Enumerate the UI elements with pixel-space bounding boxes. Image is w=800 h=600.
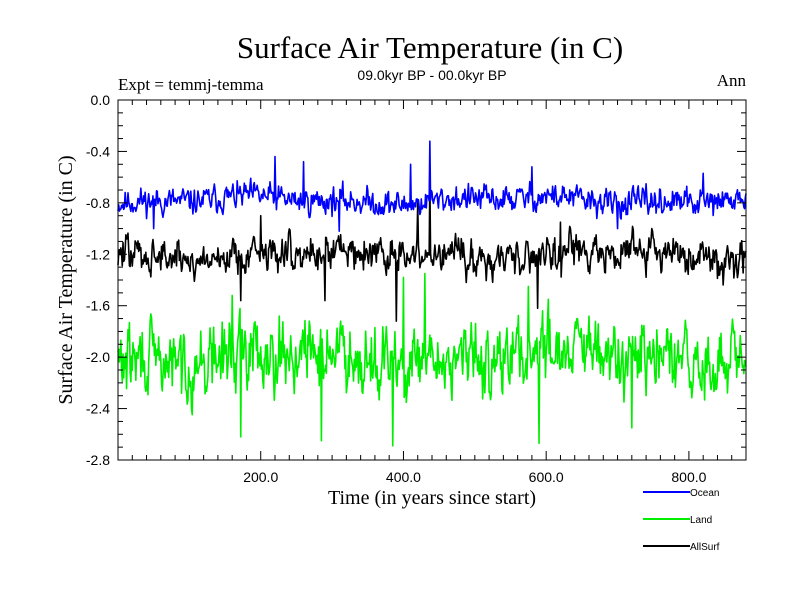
x-tick-label: 400.0 [386,469,421,485]
chart-subtitle: 09.0kyr BP - 00.0kyr BP [357,67,506,83]
y-tick-label: -1.6 [86,298,110,314]
y-tick-label: -0.8 [86,195,110,211]
x-tick-label: 800.0 [671,469,706,485]
period-label: Ann [717,71,747,90]
legend: Ocean Land AllSurf [643,488,720,553]
y-tick-label: -2.4 [86,401,110,417]
legend-label-land: Land [690,515,712,526]
x-axis-label: Time (in years since start) [328,487,536,509]
series-layer [117,140,747,447]
x-tick-label: 200.0 [243,469,278,485]
y-tick-label: -0.4 [86,143,110,159]
legend-label-ocean: Ocean [690,488,719,499]
series-line-land [117,272,747,447]
tick-labels-layer: 200.0 400.0 600.0 800.0 0.0 -0.4 -0.8 -1.2 -1.6 -… [86,92,707,485]
y-tick-label: -2.0 [86,349,110,365]
x-tick-label: 600.0 [529,469,564,485]
series-line-allsurf [117,178,747,322]
y-tick-label: 0.0 [91,92,111,108]
y-tick-label: -1.2 [86,246,110,262]
experiment-label: Expt = temmj-temma [118,75,264,94]
series-line-ocean [117,140,747,232]
y-axis-label: Surface Air Temperature (in C) [55,155,77,404]
y-tick-label: -2.8 [86,452,110,468]
legend-label-allsurf: AllSurf [690,542,720,553]
chart-title: Surface Air Temperature (in C) [237,30,623,65]
ticks-layer [117,99,747,461]
